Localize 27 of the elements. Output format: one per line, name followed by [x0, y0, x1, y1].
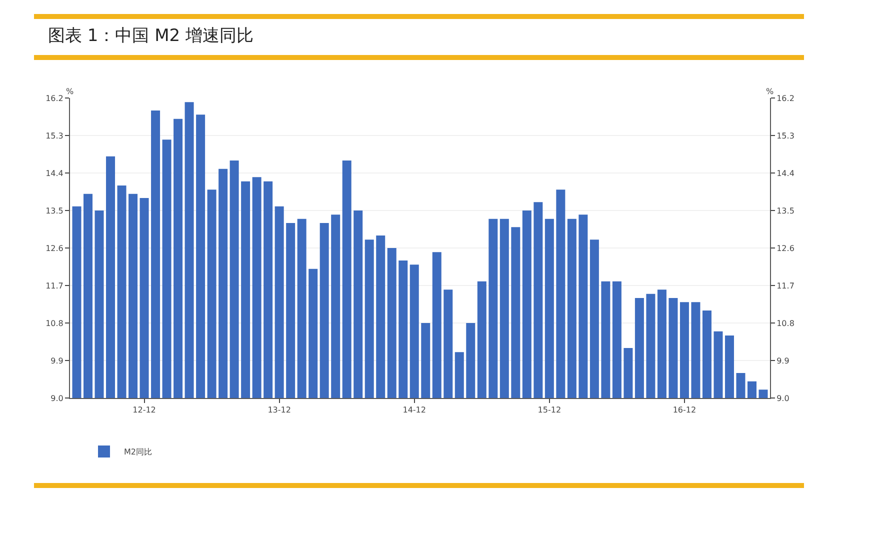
- y-tick-label: 16.2: [46, 94, 64, 103]
- y-tick-label: 15.3: [46, 131, 64, 140]
- y2-tick-label: 9.9: [776, 356, 790, 366]
- y-tick-label: 11.7: [46, 281, 64, 290]
- y2-tick-label: 9.0: [776, 394, 790, 403]
- y-tick-label: 10.8: [46, 318, 64, 328]
- y-tick-label: 13.5: [46, 206, 64, 216]
- y2-tick-label: 14.4: [776, 168, 794, 178]
- y2-tick-label: 13.5: [776, 206, 794, 216]
- legend-label: M2同比: [124, 448, 152, 457]
- y2-tick-label: 16.2: [776, 94, 794, 103]
- y2-axis-title: %: [766, 87, 774, 96]
- y2-tick-label: 15.3: [776, 131, 794, 140]
- y2-tick-label: 10.8: [776, 318, 794, 328]
- y-tick-label: 14.4: [46, 168, 64, 178]
- x-tick-label: 12-12: [132, 406, 156, 415]
- x-tick-label: 13-12: [268, 406, 291, 415]
- y2-tick-label: 12.6: [776, 244, 794, 253]
- y-tick-label: 12.6: [46, 244, 64, 253]
- x-tick-label: 15-12: [538, 406, 562, 415]
- y-axis-title: %: [66, 87, 74, 96]
- x-tick-label: 14-12: [402, 406, 426, 415]
- y-tick-label: 9.9: [50, 356, 64, 366]
- y-tick-label: 9.0: [50, 394, 64, 403]
- y2-tick-label: 11.7: [776, 281, 794, 290]
- x-tick-label: 16-12: [672, 406, 696, 415]
- chart-title: 图表 1：中国 M2 增速同比: [48, 25, 254, 47]
